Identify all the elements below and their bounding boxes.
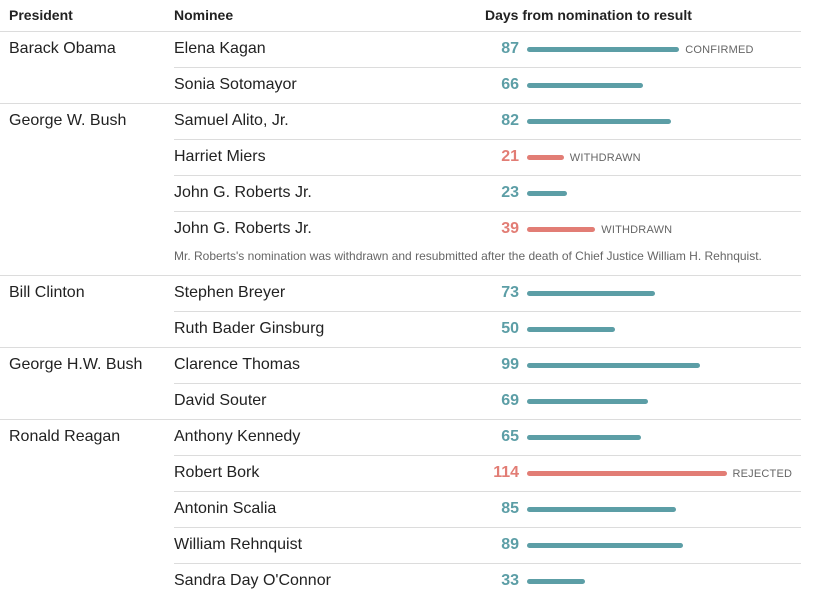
header-nominee: Nominee xyxy=(174,7,234,23)
row-divider xyxy=(174,563,801,564)
nominee-name: Ruth Bader Ginsburg xyxy=(174,320,325,337)
days-value: 50 xyxy=(501,320,519,337)
days-bar xyxy=(527,435,641,440)
president-name: Ronald Reagan xyxy=(9,428,121,445)
days-value: 99 xyxy=(501,356,519,373)
row-divider xyxy=(174,67,801,68)
row-divider xyxy=(174,527,801,528)
days-bar xyxy=(527,291,655,296)
nominee-name: William Rehnquist xyxy=(174,536,303,553)
days-bar xyxy=(527,327,615,332)
days-value: 87 xyxy=(501,40,519,57)
group-divider xyxy=(0,275,801,276)
president-name: Bill Clinton xyxy=(9,284,85,301)
nominee-name: John G. Roberts Jr. xyxy=(174,220,312,237)
nominee-name: Sonia Sotomayor xyxy=(174,76,297,93)
president-name: Barack Obama xyxy=(9,40,116,57)
days-bar xyxy=(527,363,701,368)
header-president: President xyxy=(9,7,73,23)
days-bar xyxy=(527,507,676,512)
group-divider xyxy=(0,103,801,104)
nominee-name: John G. Roberts Jr. xyxy=(174,184,312,201)
nominee-name: Antonin Scalia xyxy=(174,500,277,517)
days-value: 82 xyxy=(501,112,519,129)
row-divider xyxy=(174,139,801,140)
days-bar xyxy=(527,543,683,548)
group-divider xyxy=(0,419,801,420)
row-divider xyxy=(174,491,801,492)
row-divider xyxy=(174,383,801,384)
group-divider xyxy=(0,347,801,348)
nominee-name: Harriet Miers xyxy=(174,148,266,165)
days-bar xyxy=(527,119,671,124)
days-value: 69 xyxy=(501,392,519,409)
days-bar xyxy=(527,227,596,232)
nominee-name: Clarence Thomas xyxy=(174,356,300,373)
group-divider xyxy=(0,31,801,32)
row-divider xyxy=(174,211,801,212)
president-name: George W. Bush xyxy=(9,112,127,129)
days-bar xyxy=(527,579,585,584)
nominee-name: David Souter xyxy=(174,392,267,409)
nominee-name: Elena Kagan xyxy=(174,40,266,57)
days-bar xyxy=(527,399,648,404)
days-value: 66 xyxy=(501,76,519,93)
president-name: George H.W. Bush xyxy=(9,356,143,373)
row-divider xyxy=(174,311,801,312)
days-value: 89 xyxy=(501,536,519,553)
days-bar xyxy=(527,191,568,196)
days-value: 33 xyxy=(501,572,519,589)
days-value: 39 xyxy=(501,220,519,237)
days-bar xyxy=(527,471,727,476)
nominee-name: Sandra Day O'Connor xyxy=(174,572,331,589)
status-label: WITHDRAWN xyxy=(569,152,641,164)
row-divider xyxy=(174,175,801,176)
days-value: 65 xyxy=(501,428,519,445)
row-divider xyxy=(174,455,801,456)
days-value: 23 xyxy=(501,184,519,201)
status-label: CONFIRMED xyxy=(685,44,754,56)
days-value: 85 xyxy=(501,500,519,517)
days-value: 21 xyxy=(501,148,519,165)
roberts-note: Mr. Roberts's nomination was withdrawn a… xyxy=(174,249,762,263)
days-bar xyxy=(527,155,564,160)
nominee-name: Samuel Alito, Jr. xyxy=(174,112,289,129)
nominee-name: Robert Bork xyxy=(174,464,260,481)
nominee-name: Stephen Breyer xyxy=(174,284,286,301)
header-days: Days from nomination to result xyxy=(485,7,692,23)
nominee-name: Anthony Kennedy xyxy=(174,428,301,445)
days-value: 73 xyxy=(501,284,519,301)
days-value: 114 xyxy=(493,464,519,481)
status-label: REJECTED xyxy=(732,468,793,480)
status-label: WITHDRAWN xyxy=(601,224,673,236)
days-bar xyxy=(527,83,643,88)
days-bar xyxy=(527,47,680,52)
